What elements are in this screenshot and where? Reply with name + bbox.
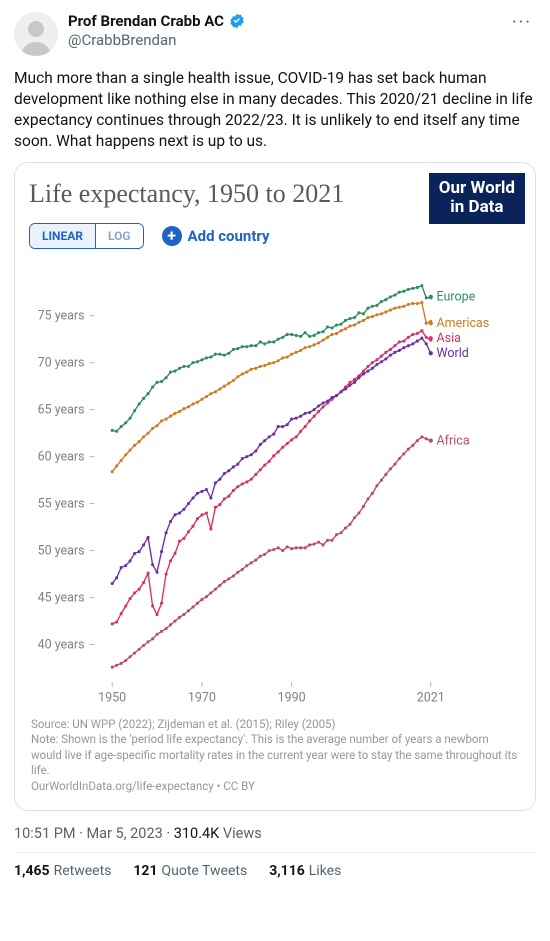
svg-text:75 years: 75 years: [38, 308, 85, 323]
plus-icon: +: [162, 226, 182, 246]
retweets[interactable]: 1,465Retweets: [14, 863, 111, 879]
chart-footnotes: Source: UN WPP (2022); Zijdeman et al. (…: [25, 713, 525, 805]
svg-text:1970: 1970: [188, 690, 216, 705]
owid-logo-line1: Our World: [439, 179, 515, 199]
views-count[interactable]: 310.4K: [174, 825, 220, 842]
more-icon[interactable]: ···: [508, 12, 536, 33]
svg-text:Africa: Africa: [437, 433, 470, 448]
svg-text:65 years: 65 years: [38, 402, 85, 417]
separator: [14, 852, 536, 853]
scale-option-linear[interactable]: LINEAR: [30, 224, 95, 248]
note-line: Note: Shown is the 'period life expectan…: [31, 732, 519, 779]
svg-text:70 years: 70 years: [38, 355, 85, 370]
verified-badge-icon: [228, 12, 246, 30]
display-name[interactable]: Prof Brendan Crabb AC: [68, 12, 224, 31]
handle[interactable]: @CrabbBrendan: [68, 31, 498, 50]
svg-text:45 years: 45 years: [38, 590, 85, 605]
svg-text:40 years: 40 years: [38, 637, 85, 652]
add-country-button[interactable]: + Add country: [162, 226, 270, 246]
author-block: Prof Brendan Crabb AC @CrabbBrendan: [68, 12, 498, 50]
svg-text:World: World: [437, 346, 469, 361]
svg-text:Europe: Europe: [437, 289, 476, 304]
svg-text:Americas: Americas: [437, 316, 490, 331]
scale-option-log[interactable]: LOG: [96, 224, 143, 248]
owid-logo: Our World in Data: [429, 173, 525, 224]
tweet-container: Prof Brendan Crabb AC @CrabbBrendan ··· …: [0, 0, 550, 891]
svg-text:60 years: 60 years: [38, 449, 85, 464]
likes[interactable]: 3,116Likes: [269, 863, 341, 879]
quote-tweets[interactable]: 121Quote Tweets: [133, 863, 247, 879]
add-country-label: Add country: [188, 227, 270, 245]
svg-text:1950: 1950: [98, 690, 126, 705]
views-label: Views: [223, 825, 262, 842]
svg-text:55 years: 55 years: [38, 496, 85, 511]
svg-text:50 years: 50 years: [38, 543, 85, 558]
tweet-stats: 1,465Retweets 121Quote Tweets 3,116Likes: [14, 863, 536, 879]
link-line: OurWorldInData.org/life-expectancy • CC …: [31, 779, 519, 795]
tweet-date[interactable]: Mar 5, 2023: [87, 825, 163, 842]
svg-text:Asia: Asia: [437, 331, 462, 346]
owid-logo-line2: in Data: [439, 198, 515, 218]
life-expectancy-chart: 40 years 45 years 50 years 55 years 60 years…: [25, 261, 525, 713]
tweet-body: Much more than a single health issue, CO…: [14, 68, 536, 152]
svg-text:1990: 1990: [278, 690, 306, 705]
tweet-header: Prof Brendan Crabb AC @CrabbBrendan ···: [14, 12, 536, 56]
svg-text:2021: 2021: [417, 690, 445, 705]
scale-toggle: LINEAR LOG: [29, 223, 144, 249]
avatar[interactable]: [14, 12, 58, 56]
source-line: Source: UN WPP (2022); Zijdeman et al. (…: [31, 717, 519, 733]
tweet-meta: 10:51 PM · Mar 5, 2023 · 310.4K Views: [14, 825, 536, 842]
chart-card: Our World in Data Life expectancy, 1950 …: [14, 162, 536, 812]
tweet-time[interactable]: 10:51 PM: [14, 825, 76, 842]
